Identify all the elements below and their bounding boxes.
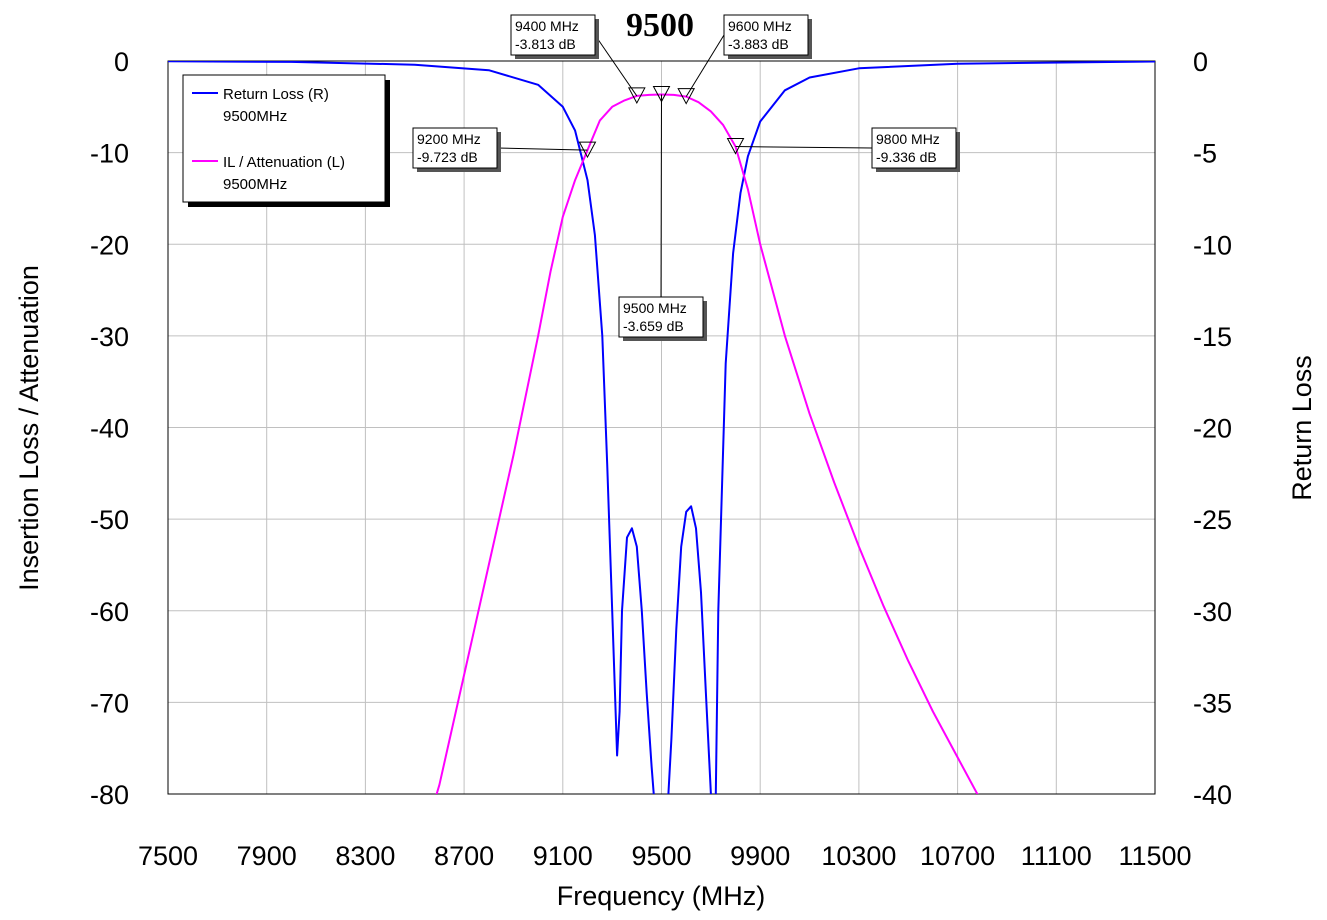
tick-labels: 7500 7900 8300 8700 9100 9500 9900 10300 10700 11… [90,47,1232,871]
markers: 9200 MHz -9.723 dB 9400 MHz -3.813 dB 9500 M… [412,14,960,341]
x-tick-label: 7500 [138,841,198,871]
x-tick-label: 9900 [730,841,790,871]
series-layer [168,61,1155,794]
marker-freq-label: 9500 MHz [623,300,687,316]
y-right-tick-label: -30 [1193,597,1232,627]
x-tick-label: 10300 [821,841,896,871]
x-tick-label: 9100 [533,841,593,871]
marker-box [510,14,596,56]
marker-triangle [726,138,745,155]
marker-leader [496,147,588,151]
x-tick-label: 8700 [434,841,494,871]
y-left-tick-label: -10 [90,139,129,169]
marker-box [871,127,957,169]
y-right-tick-label: 0 [1193,47,1208,77]
x-axis-label: Frequency (MHz) [557,881,766,911]
y-left-tick-label: 0 [114,47,129,77]
x-tick-label: 9500 [631,841,691,871]
marker-value-label: -3.659 dB [623,318,684,334]
y-right-tick-label: -10 [1193,230,1232,260]
y-right-tick-label: -40 [1193,780,1232,810]
y-left-tick-label: -30 [90,322,129,352]
y-right-tick-label: -15 [1193,322,1232,352]
legend-label-il: IL / Attenuation (L) [223,154,345,171]
marker-freq-label: 9400 MHz [515,18,579,34]
legend: Return Loss (R) 9500MHz IL / Attenuation… [182,74,390,207]
marker-leader [594,34,638,97]
marker-value-label: -9.723 dB [417,149,478,165]
marker-triangle [652,86,671,103]
y-left-tick-label: -70 [90,688,129,718]
plot-border [167,60,1156,795]
y-left-tick-label: -20 [90,230,129,260]
chart-title: 9500 [626,7,694,44]
marker-triangle [578,141,597,159]
marker-freq-label: 9800 MHz [876,131,940,147]
y-axis-right-label: Return Loss [1287,355,1317,501]
legend-sub-return-loss: 9500MHz [223,108,287,125]
legend-sub-il: 9500MHz [223,176,287,193]
legend-box [182,74,386,203]
marker-value-label: -3.883 dB [728,36,789,52]
y-right-tick-label: -5 [1193,139,1217,169]
marker-box [723,14,809,56]
y-right-tick-label: -20 [1193,414,1232,444]
marker-value-label: -9.336 dB [876,149,937,165]
x-tick-label: 11500 [1118,841,1191,871]
y-left-tick-label: -80 [90,780,129,810]
legend-label-return-loss: Return Loss (R) [223,86,329,103]
marker-triangle [677,88,696,105]
marker-leader [660,94,662,298]
marker-box [412,127,498,169]
marker-leader [685,34,725,97]
marker-triangle [627,87,646,104]
insertion-loss-line [435,93,979,794]
marker-value-label: -3.813 dB [515,36,576,52]
y-right-tick-label: -35 [1193,688,1232,718]
marker-leader [735,146,873,149]
y-right-tick-label: -25 [1193,505,1232,535]
x-tick-label: 10700 [920,841,995,871]
marker-freq-label: 9600 MHz [728,18,792,34]
return-loss-line [168,61,1155,794]
y-left-tick-label: -60 [90,597,129,627]
x-tick-label: 7900 [237,841,297,871]
marker-freq-label: 9200 MHz [417,131,481,147]
y-left-tick-label: -40 [90,414,129,444]
x-tick-label: 11100 [1021,841,1092,871]
x-tick-label: 8300 [335,841,395,871]
marker-box [618,296,704,338]
y-left-tick-label: -50 [90,505,129,535]
y-axis-left-label: Insertion Loss / Attenuation [14,265,44,591]
